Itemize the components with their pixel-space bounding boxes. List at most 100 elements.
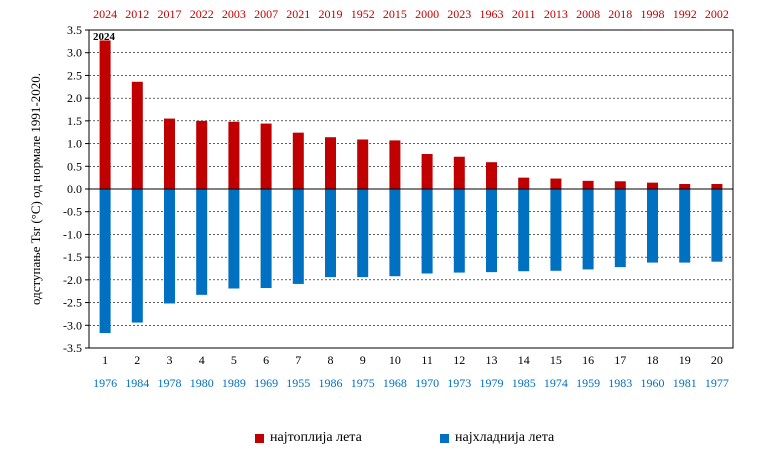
bar-coldest (164, 189, 175, 304)
y-tick-label: 0.5 (67, 159, 82, 173)
x-tick-label: 19 (679, 353, 691, 367)
bar-warmest (196, 120, 208, 189)
bar-warmest (131, 81, 143, 189)
coldest-years-row: 1976 1984 1978 1980 1989 1969 1955 1986 1975 1968… (93, 376, 729, 390)
warmest-year-label: 2023 (447, 7, 471, 21)
legend-item-coldest: најхладнија лета (440, 430, 554, 446)
bars (99, 40, 723, 334)
warmest-year-label: 1992 (673, 7, 697, 21)
x-tick-label: 17 (614, 353, 626, 367)
coldest-year-label: 1985 (512, 376, 536, 390)
bar-coldest (582, 189, 594, 270)
bar-warmest (260, 123, 272, 189)
warmest-year-label: 2007 (254, 7, 278, 21)
coldest-year-label: 1977 (705, 376, 729, 390)
warmest-year-label: 2019 (319, 7, 343, 21)
y-tick-label: -2.5 (63, 296, 82, 310)
warmest-year-label: 2022 (190, 7, 214, 21)
coldest-year-label: 1975 (351, 376, 375, 390)
x-tick-label: 8 (328, 353, 334, 367)
x-tick-label: 14 (518, 353, 530, 367)
bar-warmest (453, 156, 465, 189)
coldest-year-label: 1984 (125, 376, 149, 390)
bar-coldest (292, 189, 304, 284)
warmest-year-label: 2011 (512, 7, 536, 21)
x-tick-label: 2 (134, 353, 140, 367)
x-tick-label: 6 (263, 353, 269, 367)
coldest-year-label: 1960 (641, 376, 665, 390)
bar-warmest (421, 154, 433, 189)
coldest-year-label: 1989 (222, 376, 246, 390)
y-tick-label: 2.0 (67, 91, 82, 105)
bar-coldest (486, 189, 497, 273)
x-tick-label: 15 (550, 353, 562, 367)
legend-label-warmest: најтоплија лета (270, 430, 362, 445)
coldest-year-label: 1983 (608, 376, 632, 390)
warmest-year-label: 2015 (383, 7, 407, 21)
coldest-year-label: 1979 (480, 376, 504, 390)
bar-coldest (614, 189, 626, 268)
coldest-year-label: 1981 (673, 376, 697, 390)
x-tick-label: 5 (231, 353, 237, 367)
y-tick-label: 2.5 (67, 68, 82, 82)
bar-warmest (679, 184, 691, 189)
x-tick-label: 9 (360, 353, 366, 367)
bar-coldest (131, 189, 143, 323)
bar-coldest (711, 189, 723, 262)
coldest-year-label: 1986 (319, 376, 343, 390)
y-tick-label: 3.0 (67, 46, 82, 60)
warmest-year-label: 1952 (351, 7, 375, 21)
x-axis: 1 2 3 4 5 6 7 8 9 10 11 12 13 14 15 16 17 18 19 20 (102, 353, 723, 367)
bar-warmest (325, 137, 336, 189)
x-tick-label: 1 (102, 353, 108, 367)
warmest-year-label: 2008 (576, 7, 600, 21)
coldest-year-label: 1980 (190, 376, 214, 390)
warmest-year-label: 1998 (641, 7, 665, 21)
coldest-year-label: 1969 (254, 376, 278, 390)
x-tick-label: 12 (453, 353, 465, 367)
coldest-year-label: 1973 (447, 376, 471, 390)
bar-coldest (196, 189, 208, 295)
warmest-year-label: 2017 (158, 7, 182, 21)
bar-warmest (711, 184, 723, 189)
x-tick-label: 16 (582, 353, 594, 367)
y-tick-label: 0.0 (67, 182, 82, 196)
coldest-year-label: 1959 (576, 376, 600, 390)
x-tick-label: 3 (167, 353, 173, 367)
y-tick-label: -3.0 (63, 318, 82, 332)
bar-warmest (357, 139, 369, 189)
bar-warmest (389, 140, 401, 189)
legend-item-warmest: најтоплија лета (255, 430, 362, 446)
chart: 2024 2012 2017 2022 2003 2007 2021 2019 1952 2015… (28, 7, 734, 390)
bar-warmest (486, 162, 497, 189)
bar-coldest (357, 189, 369, 278)
bar-warmest (582, 180, 594, 189)
coldest-year-label: 1974 (544, 376, 568, 390)
warmest-year-label: 2003 (222, 7, 246, 21)
bar-coldest (325, 189, 336, 278)
warmest-years-row: 2024 2012 2017 2022 2003 2007 2021 2019 1952 2015… (93, 7, 729, 21)
bar-coldest (228, 189, 240, 289)
x-tick-label: 11 (421, 353, 433, 367)
y-tick-label: 1.5 (67, 114, 82, 128)
bar-warmest (164, 118, 175, 189)
y-tick-label: -1.0 (63, 227, 82, 241)
y-tick-label: -3.5 (63, 341, 82, 355)
y-axis: 3.5 3.0 2.5 2.0 1.5 1.0 0.5 0.0 -0.5 -1.0 -1.5 -2.0… (63, 23, 89, 355)
legend: најтоплија лета најхладнија лета (0, 430, 780, 452)
y-tick-label: -1.5 (63, 250, 82, 264)
y-tick-label: -2.0 (63, 273, 82, 287)
x-tick-label: 18 (647, 353, 659, 367)
bar-warmest (550, 178, 562, 189)
coldest-year-label: 1976 (93, 376, 117, 390)
warmest-year-label: 2021 (286, 7, 310, 21)
bar-warmest (228, 121, 240, 189)
bar-coldest (99, 189, 111, 334)
legend-swatch-warmest (255, 433, 264, 443)
y-tick-label: 3.5 (67, 23, 82, 37)
warmest-year-label: 2000 (415, 7, 439, 21)
coldest-year-label: 1968 (383, 376, 407, 390)
y-tick-label: -0.5 (63, 205, 82, 219)
bar-coldest (421, 189, 433, 274)
bar-coldest (260, 189, 272, 289)
